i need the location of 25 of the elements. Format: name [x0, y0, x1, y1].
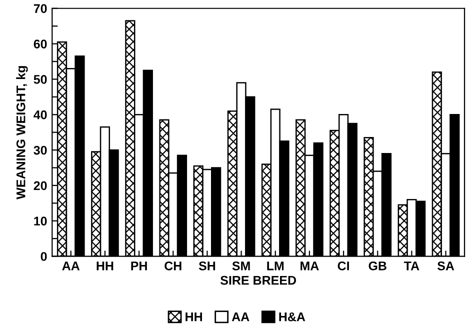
y-axis-title: WEANING WEIGHT, kg	[16, 66, 28, 200]
x-tick-label: SH	[198, 261, 216, 270]
x-tick-label: SM	[232, 261, 250, 270]
x-axis-title: SIRE BREED	[220, 276, 296, 285]
x-tick-label: SA	[437, 261, 454, 270]
y-tick-label: 50	[34, 75, 47, 84]
x-tick-label: TA	[404, 262, 420, 270]
y-tick-label: 70	[34, 4, 47, 14]
y-tick-label: 40	[34, 110, 47, 120]
x-tick-label: LM	[267, 262, 284, 270]
y-tick-label: 30	[34, 146, 47, 155]
legend-label: H&A	[279, 312, 306, 322]
x-tick-label: HH	[96, 262, 114, 270]
y-tick-label: 0	[40, 252, 47, 261]
x-tick-label: AA	[62, 262, 80, 270]
x-tick-label: GB	[368, 261, 386, 270]
x-tick-label: CH	[164, 261, 182, 270]
x-tick-label: PH	[131, 262, 147, 270]
y-tick-label: 20	[34, 181, 47, 190]
x-tick-label: CI	[338, 261, 349, 270]
y-tick-label: 60	[34, 40, 47, 48]
legend-label: HH	[186, 312, 202, 322]
y-tick-label: 10	[34, 216, 47, 226]
legend-label: AA	[232, 312, 250, 322]
x-tick-label: MA	[300, 262, 319, 270]
